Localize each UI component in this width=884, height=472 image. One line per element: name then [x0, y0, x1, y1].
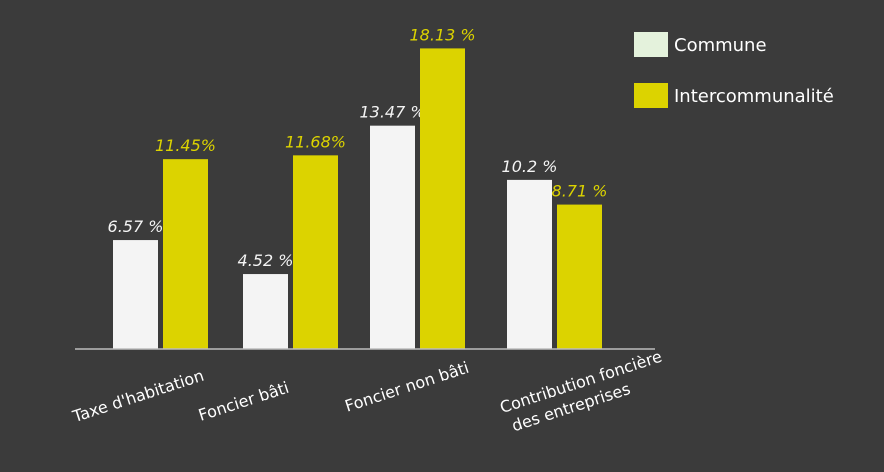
- data-label-intercommunalite-1: 11.68%: [285, 132, 346, 151]
- legend-swatch-intercommunalite: [634, 83, 668, 108]
- category-label-1: Foncier bâti: [196, 378, 291, 425]
- category-label-2: Foncier non bâti: [343, 358, 472, 416]
- legend-label-intercommunalite: Intercommunalité: [674, 86, 834, 107]
- category-label-line: Taxe d'habitation: [69, 366, 206, 427]
- data-label-commune-1: 4.52 %: [238, 251, 294, 270]
- data-label-intercommunalite-2: 18.13 %: [409, 25, 475, 44]
- data-label-intercommunalite-0: 11.45%: [155, 136, 216, 155]
- category-label-line: Foncier bâti: [196, 378, 291, 425]
- category-label-3: Contribution foncièredes entreprises: [497, 347, 670, 437]
- data-label-intercommunalite-3: 8.71 %: [552, 182, 608, 201]
- bar-commune-2: [370, 125, 415, 350]
- data-label-commune-0: 6.57 %: [108, 217, 164, 236]
- legend-swatch-commune: [634, 32, 668, 57]
- bar-commune-0: [113, 240, 158, 349]
- category-label-0: Taxe d'habitation: [69, 366, 206, 427]
- category-label-line: Foncier non bâti: [343, 358, 472, 416]
- legend-label-commune: Commune: [674, 35, 767, 56]
- data-label-commune-3: 10.2 %: [502, 157, 558, 176]
- bar-intercommunalite-1: [293, 155, 338, 349]
- bar-intercommunalite-3: [557, 204, 602, 349]
- bar-intercommunalite-0: [163, 159, 208, 349]
- bar-commune-3: [507, 179, 552, 349]
- data-label-commune-2: 13.47 %: [359, 103, 425, 122]
- bar-commune-1: [243, 274, 288, 349]
- bar-intercommunalite-2: [420, 48, 465, 349]
